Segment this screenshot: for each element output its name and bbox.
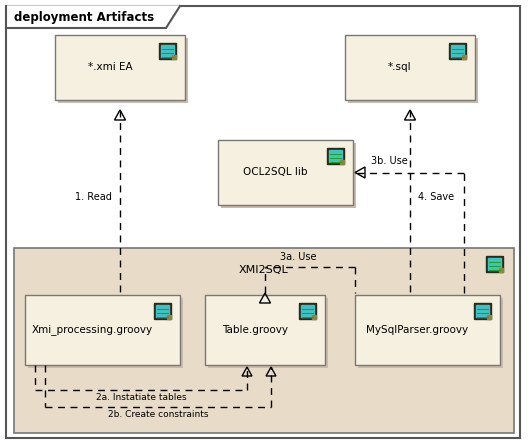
Text: 2b. Create constraints: 2b. Create constraints xyxy=(108,410,208,419)
Text: 4. Save: 4. Save xyxy=(418,193,454,202)
Bar xyxy=(221,143,356,208)
Text: OCL2SQL lib: OCL2SQL lib xyxy=(243,168,308,178)
Text: 3a. Use: 3a. Use xyxy=(280,252,316,262)
Polygon shape xyxy=(6,6,180,28)
Polygon shape xyxy=(312,315,316,319)
Text: 3b. Use: 3b. Use xyxy=(371,156,408,165)
Bar xyxy=(58,38,188,103)
Polygon shape xyxy=(327,148,344,164)
Bar xyxy=(25,295,180,365)
Bar xyxy=(208,298,328,368)
Bar xyxy=(14,248,514,433)
Polygon shape xyxy=(301,305,314,317)
Text: MySqlParser.groovy: MySqlParser.groovy xyxy=(366,325,468,335)
Polygon shape xyxy=(486,256,503,272)
Polygon shape xyxy=(451,45,464,57)
Bar xyxy=(358,298,503,368)
Bar xyxy=(348,38,478,103)
Text: *.xmi EA: *.xmi EA xyxy=(88,62,133,73)
Text: 2a. Instatiate tables: 2a. Instatiate tables xyxy=(96,393,186,402)
Polygon shape xyxy=(488,258,501,270)
Bar xyxy=(218,140,353,205)
Bar xyxy=(28,298,183,368)
Polygon shape xyxy=(299,303,316,319)
Polygon shape xyxy=(154,303,171,319)
Polygon shape xyxy=(329,150,342,162)
Polygon shape xyxy=(156,305,169,317)
Bar xyxy=(205,295,325,365)
Bar xyxy=(345,35,475,100)
Polygon shape xyxy=(172,55,176,59)
Text: *.sql: *.sql xyxy=(388,62,412,73)
Polygon shape xyxy=(340,160,344,164)
Bar xyxy=(55,35,185,100)
Text: Table.groovy: Table.groovy xyxy=(222,325,288,335)
Bar xyxy=(355,295,500,365)
Polygon shape xyxy=(499,268,503,272)
Text: deployment Artifacts: deployment Artifacts xyxy=(14,11,154,24)
Polygon shape xyxy=(161,45,174,57)
Polygon shape xyxy=(159,43,176,59)
Polygon shape xyxy=(476,305,489,317)
Polygon shape xyxy=(474,303,491,319)
Polygon shape xyxy=(487,315,491,319)
Text: XMI2SQL: XMI2SQL xyxy=(239,265,289,275)
Text: 1. Read: 1. Read xyxy=(75,193,112,202)
Polygon shape xyxy=(449,43,466,59)
Polygon shape xyxy=(462,55,466,59)
Polygon shape xyxy=(167,315,171,319)
Text: Xmi_processing.groovy: Xmi_processing.groovy xyxy=(32,325,153,335)
